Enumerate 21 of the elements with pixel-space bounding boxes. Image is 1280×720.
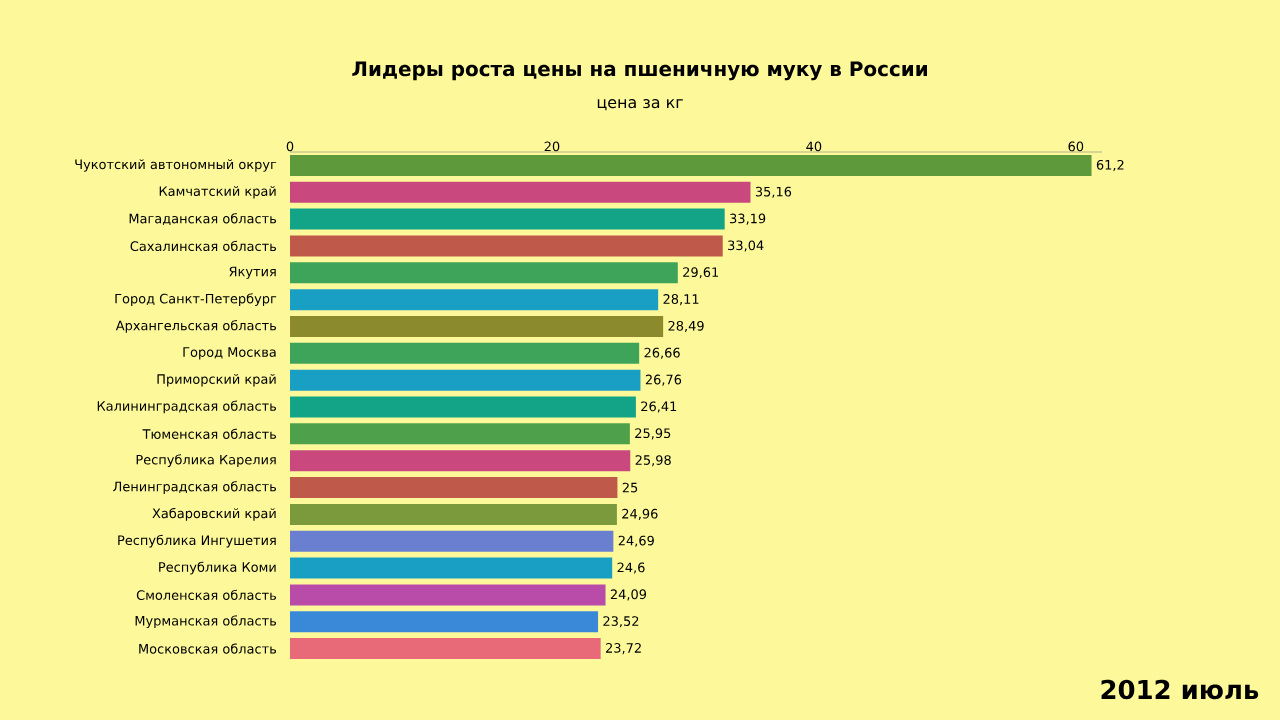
- bar: [290, 557, 613, 579]
- bar: [290, 530, 614, 552]
- bar: [290, 342, 640, 364]
- bar: [290, 423, 630, 445]
- chart-title: Лидеры роста цены на пшеничную муку в России: [352, 61, 927, 81]
- bar: [290, 584, 606, 606]
- text: 2012 июль: [1101, 679, 1259, 700]
- bar: [290, 289, 659, 311]
- bar: [290, 396, 636, 418]
- bar: [290, 315, 664, 337]
- bar: [290, 154, 1092, 176]
- bar: [290, 262, 678, 284]
- bar: [290, 181, 751, 203]
- bar: [290, 369, 641, 391]
- bar: [290, 477, 618, 499]
- bar: [290, 208, 725, 230]
- bar: [290, 450, 631, 472]
- bar: [290, 638, 601, 660]
- bar: [290, 611, 599, 633]
- bar: [290, 235, 723, 257]
- bar: [290, 503, 617, 525]
